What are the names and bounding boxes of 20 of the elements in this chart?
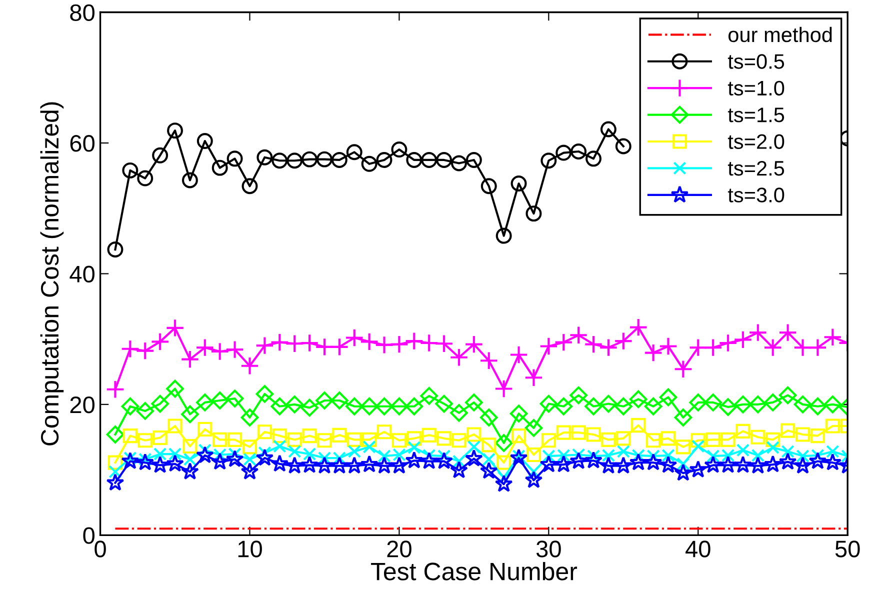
legend-label: ts=1.5 bbox=[728, 108, 784, 122]
x-tick-label: 10 bbox=[238, 540, 262, 558]
x-tick-label: 20 bbox=[387, 540, 412, 558]
x-tick-label: 40 bbox=[686, 540, 710, 558]
x-tick-label: 0 bbox=[94, 540, 106, 558]
legend-label: ts=2.5 bbox=[728, 160, 784, 176]
legend-label: ts=0.5 bbox=[728, 54, 784, 69]
x-tick-label: 50 bbox=[835, 540, 860, 558]
y-tick-label: 0 bbox=[83, 527, 94, 544]
x-axis-title: Test Case Number bbox=[370, 562, 578, 580]
y-tick-label: 60 bbox=[70, 135, 94, 152]
legend-label: ts=1.0 bbox=[728, 80, 784, 96]
legend-label: ts=3.0 bbox=[728, 188, 784, 202]
y-tick-label: 40 bbox=[70, 266, 94, 282]
y-tick-label: 20 bbox=[70, 396, 94, 414]
legend-label: our method bbox=[728, 26, 832, 42]
y-tick-label: 80 bbox=[70, 4, 94, 22]
legend-label: ts=2.0 bbox=[728, 134, 784, 149]
x-tick-label: 30 bbox=[536, 540, 561, 558]
y-axis-title: Computation Cost (normalized) bbox=[40, 102, 64, 446]
